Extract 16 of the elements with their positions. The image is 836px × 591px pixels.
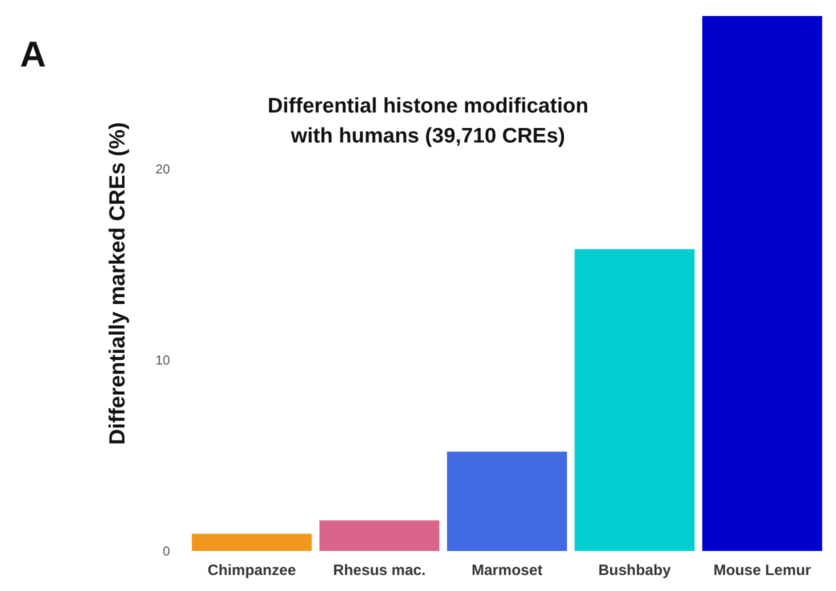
y-axis-title: Differentially marked CREs (%) (104, 122, 130, 445)
x-tick-label: Mouse Lemur (713, 562, 812, 579)
bar (192, 534, 312, 551)
x-tick-label: Chimpanzee (208, 562, 296, 579)
bar (574, 249, 695, 551)
y-tick-label: 0 (162, 544, 170, 558)
y-tick-label: 10 (156, 352, 170, 368)
x-tick-label: Bushbaby (598, 562, 672, 579)
bar (702, 16, 822, 551)
text: Differential histone modification with humans (39,710 CREs) (268, 94, 588, 148)
bar (319, 520, 440, 551)
bar (447, 452, 567, 551)
text: A (20, 34, 46, 74)
y-tick-label: 20 (156, 161, 170, 176)
x-tick-label: Marmoset (472, 562, 542, 579)
x-tick-label: Rhesus mac. (333, 562, 426, 579)
